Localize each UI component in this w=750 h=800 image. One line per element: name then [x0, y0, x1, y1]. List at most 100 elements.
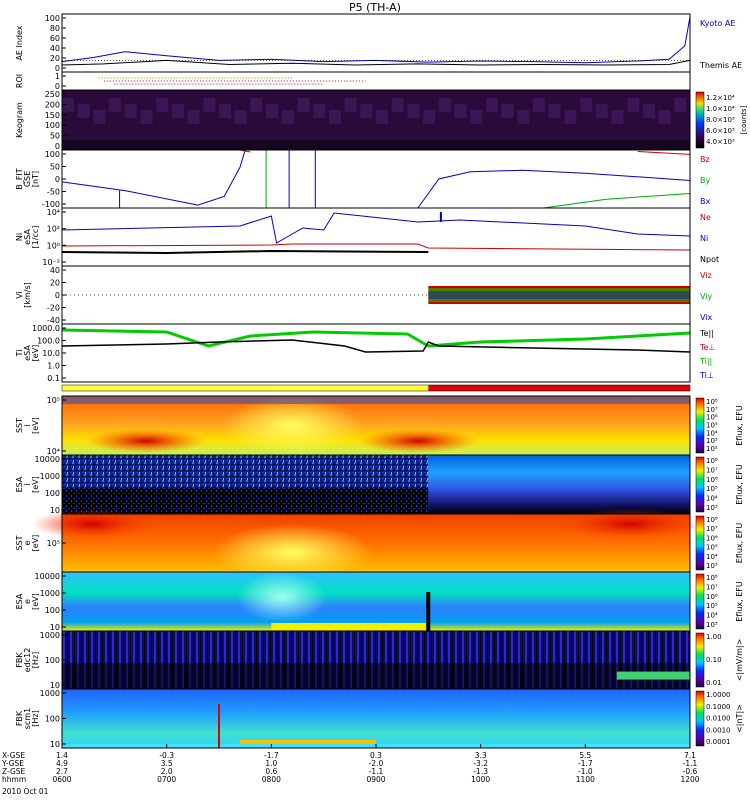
legend-viy: Viy: [700, 292, 713, 301]
y-tick-label: 10⁻²: [42, 258, 60, 267]
y-tick-label: 80: [50, 24, 60, 33]
colorbar-tick-label: 10⁶: [706, 534, 718, 542]
y-tick-label: 50: [50, 163, 60, 172]
legend-viz: Viz: [700, 271, 712, 280]
footer-value: 3.3: [475, 751, 487, 760]
keogram-streak: [171, 104, 184, 118]
legend-te-: Te⊥: [699, 343, 715, 352]
keogram-streak: [611, 110, 624, 124]
legend-themis-ae: Themis AE: [699, 61, 742, 70]
keogram-streak: [187, 110, 200, 124]
viy-noise: [428, 288, 690, 302]
panel-frame: [61, 207, 691, 267]
legend-vix: Vix: [700, 313, 713, 322]
y-tick-label: 100: [45, 150, 60, 159]
keogram-streak: [62, 98, 74, 112]
y-tick-label: 0: [55, 291, 60, 300]
y-axis-label: SST: [15, 535, 24, 550]
y-tick-label: 60: [50, 34, 60, 43]
colorbar-tick-label: 10⁴: [706, 612, 718, 620]
colorbar: [695, 690, 705, 747]
colorbar-label: <|mV/m|>: [735, 639, 744, 682]
keogram-streak: [203, 98, 216, 112]
colorbar-tick-label: 0.0010: [706, 726, 731, 734]
y-axis-label: eSA: [23, 229, 32, 245]
keogram-streak: [266, 104, 279, 118]
footer-value: -1.3: [473, 767, 488, 776]
legend-bz: Bz: [700, 155, 710, 164]
keogram-streak: [564, 110, 577, 124]
sst-i-yellow: [222, 396, 363, 456]
chart-title: P5 (TH-A): [349, 1, 401, 14]
y-axis-label: [eV]: [31, 417, 40, 434]
colorbar-label: Eflux, EFU: [735, 464, 744, 505]
keogram-band: [62, 140, 690, 150]
y-tick-label: 1000: [40, 631, 60, 640]
y-tick-label: 0: [55, 175, 60, 184]
colorbar-tick-label: 10⁷: [706, 406, 718, 414]
vix-noise: [428, 291, 690, 299]
keogram-streak: [344, 98, 357, 112]
y-axis-label: i: [23, 483, 32, 485]
footer-value: -1.1: [369, 767, 384, 776]
colorbar-tick-label: 10⁴: [706, 553, 718, 561]
esa-e-yellow-band: [271, 623, 429, 631]
colorbar: [695, 573, 705, 630]
colorbar-tick-label: 10⁴: [706, 495, 718, 503]
y-tick-label: 100: [45, 14, 60, 23]
y-tick-label: 100: [45, 656, 60, 665]
y-tick-label: 10: [50, 681, 60, 690]
y-tick-label: 100: [45, 489, 60, 498]
keogram-streak: [281, 110, 294, 124]
y-tick-label: 10.0: [42, 349, 60, 358]
colorbar-tick-label: 10⁴: [706, 429, 718, 437]
mode-bar-slow: [62, 385, 429, 391]
y-tick-label: 100: [45, 715, 60, 724]
y-axis-label: edc12: [23, 648, 32, 673]
y-tick-label: -20: [47, 304, 60, 313]
y-tick-label: 10⁵: [47, 396, 60, 405]
footer-value: 0800: [262, 775, 281, 784]
sst-i-red-right: [357, 429, 478, 453]
keogram-streak: [595, 104, 608, 118]
y-axis-label: [Hz]: [31, 710, 40, 726]
ne-series: [61, 243, 691, 251]
legend-by: By: [700, 176, 710, 185]
colorbar-tick-label: 0.01: [706, 679, 722, 687]
colorbar-tick-label: 4.0×10³: [706, 138, 735, 146]
keogram-streak: [109, 98, 122, 112]
footer-value: 5.5: [579, 751, 591, 760]
y-axis-label: e: [23, 540, 32, 545]
colorbar-tick-label: 10³: [706, 562, 718, 570]
colorbar: [695, 456, 705, 513]
footer-value: 1000: [471, 775, 490, 784]
footer-date: 2010 Oct 01: [2, 787, 49, 796]
colorbar-tick-label: 10³: [706, 437, 718, 445]
colorbar-tick-label: 10⁷: [706, 583, 718, 591]
y-tick-label: 100.0: [37, 337, 60, 346]
keogram-streak: [297, 98, 310, 112]
keogram-streak: [376, 110, 388, 124]
footer-value: 0900: [366, 775, 385, 784]
y-tick-label: 10000: [35, 572, 60, 581]
y-axis-label: [eV]: [31, 535, 40, 552]
y-tick-label: 10⁴: [47, 208, 60, 217]
keogram-streak: [517, 110, 530, 124]
y-axis-label: GSE: [23, 171, 32, 187]
colorbar-label: Eflux, EFU: [735, 405, 744, 446]
colorbar-label: Eflux, EFU: [735, 523, 744, 564]
footer-value: -0.3: [159, 751, 174, 760]
colorbar-tick-label: 10⁵: [706, 544, 718, 552]
y-axis-label: Ni: [15, 233, 24, 241]
y-tick-label: 1000: [40, 589, 60, 598]
y-axis-label: Vi: [15, 291, 24, 299]
colorbar-tick-label: 10⁵: [706, 422, 718, 430]
colorbar-label: Eflux, EFU: [735, 581, 744, 622]
y-axis-label: B_FIT: [15, 168, 24, 189]
colorbar-label: [counts]: [740, 105, 748, 134]
footer-value: 1.0: [265, 759, 277, 768]
footer-value: 7.1: [684, 751, 696, 760]
sst-e-red-right: [560, 509, 700, 539]
colorbar-tick-label: 10⁸: [706, 574, 718, 582]
